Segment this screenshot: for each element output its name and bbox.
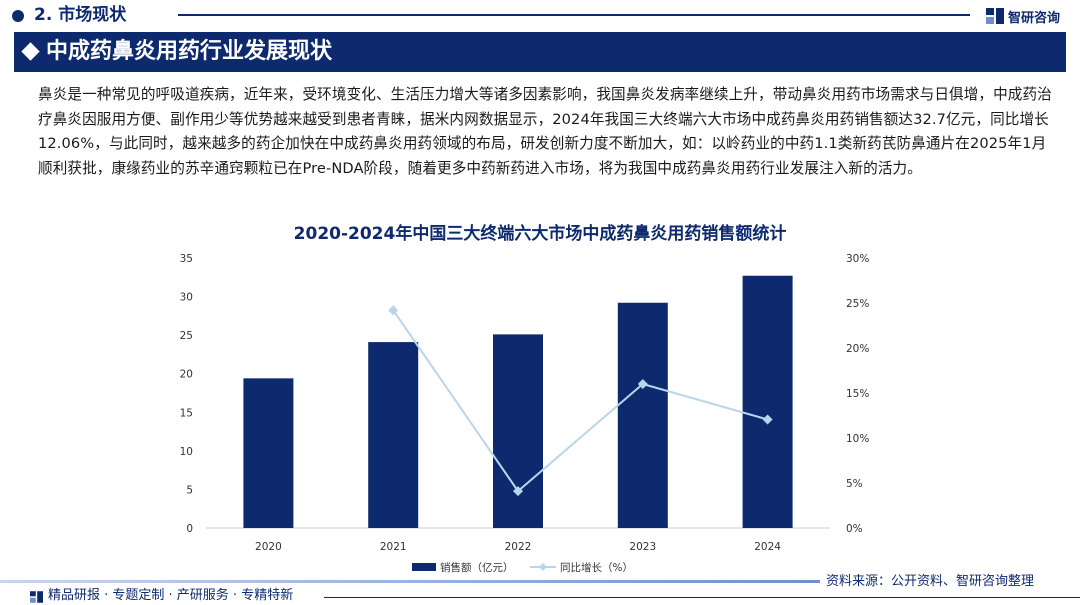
brand-logo: 智研咨询 — [986, 6, 1060, 26]
y-left-tick-label: 15 — [180, 407, 193, 419]
y-left-tick-label: 20 — [180, 369, 193, 381]
y-right-tick-label: 30% — [846, 253, 869, 265]
combo-chart: 0 5 10 15 20 25 30 35 0% 5% 10% 15% 20% 25% 30% 2020 202… — [180, 253, 870, 574]
bar-2023 — [617, 302, 668, 528]
bar-2022 — [493, 334, 543, 528]
x-tick-label: 2020 — [255, 541, 282, 553]
source-note: 资料来源：公开资料、智研咨询整理 — [826, 574, 1035, 589]
y-right-tick-label: 20% — [846, 343, 869, 355]
diamond-icon — [21, 42, 40, 61]
page-title: 中成药鼻炎用药行业发展现状 — [46, 39, 333, 64]
y-left-tick-label: 35 — [180, 253, 193, 265]
legend-swatch-bar — [412, 563, 436, 571]
growth-point-2022 — [513, 486, 523, 497]
y-left-tick-label: 30 — [180, 292, 193, 304]
footer: 精品研报 · 专题定制 · 产研服务 · 专精特新 — [0, 588, 1080, 605]
growth-point-2021 — [388, 305, 399, 316]
y-right-tick-label: 15% — [846, 388, 869, 400]
section-bullet-icon — [12, 10, 24, 22]
brand-logo-icon — [986, 8, 1004, 24]
y-right-tick-label: 10% — [846, 433, 869, 445]
legend-label-line: 同比增长（%） — [560, 561, 633, 574]
brand-name: 智研咨询 — [1008, 10, 1061, 26]
y-left-tick-label: 0 — [186, 523, 193, 535]
footer-divider — [324, 597, 1080, 598]
x-tick-label: 2021 — [380, 541, 407, 553]
legend-marker-line — [539, 563, 547, 571]
growth-line — [392, 309, 768, 493]
title-bar: 中成药鼻炎用药行业发展现状 — [14, 32, 1066, 72]
y-left-tick-label: 10 — [180, 446, 193, 458]
decorative-gradient-bar — [0, 580, 820, 583]
y-right-tick-label: 25% — [846, 298, 869, 310]
y-left-tick-label: 5 — [186, 484, 193, 496]
footer-text: 精品研报 · 专题定制 · 产研服务 · 专精特新 — [48, 588, 294, 603]
y-left-tick-label: 25 — [180, 330, 193, 342]
growth-point-2024 — [762, 414, 773, 425]
growth-point-2023 — [637, 379, 648, 389]
x-tick-label: 2022 — [505, 541, 532, 553]
footer-logo-icon — [30, 591, 43, 603]
legend-label-bar: 销售额（亿元） — [440, 561, 514, 574]
bar-2020 — [243, 378, 294, 528]
x-tick-label: 2024 — [754, 541, 781, 553]
x-tick-label: 2023 — [629, 541, 656, 553]
y-right-tick-label: 0% — [846, 523, 863, 535]
intro-paragraph: 鼻炎是一种常见的呼吸道疾病，近年来，受环境变化、生活压力增大等诸多因素影响，我国… — [38, 86, 1052, 177]
bar-2024 — [742, 275, 793, 528]
top-bar: 2. 市场现状 智研咨询 — [0, 0, 1080, 32]
y-right-tick-label: 5% — [846, 478, 863, 490]
chart-title: 2020-2024年中国三大终端六大市场中成药鼻炎用药销售额统计 — [293, 224, 787, 244]
bar-2021 — [368, 342, 419, 528]
header-divider — [178, 14, 970, 16]
section-label: 2. 市场现状 — [34, 5, 127, 25]
